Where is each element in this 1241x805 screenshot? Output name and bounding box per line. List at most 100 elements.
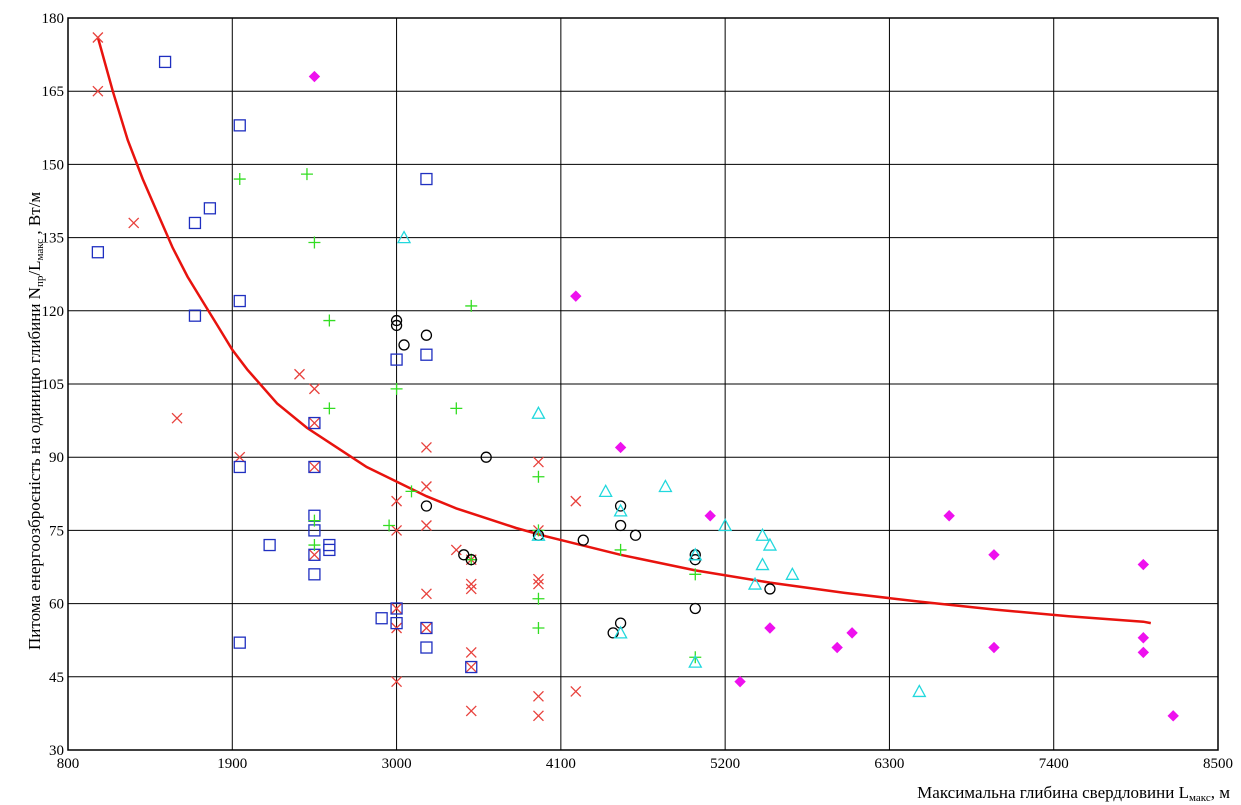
- plus-point: [532, 592, 545, 605]
- triangle-point: [785, 566, 800, 580]
- plus-point: [300, 168, 313, 181]
- y-axis-title-subscript-2: макс: [34, 239, 46, 261]
- plus-point: [308, 236, 321, 249]
- triangle-point: [688, 547, 703, 561]
- cross-point: [420, 481, 432, 492]
- cross-point: [532, 573, 544, 585]
- series-diamond: [308, 70, 1179, 722]
- circle-point: [614, 519, 627, 532]
- diamond-point: [704, 510, 716, 522]
- y-tick-label: 150: [42, 157, 65, 173]
- diamond-point: [734, 675, 746, 688]
- cross-point: [171, 412, 183, 424]
- triangle-point: [762, 537, 778, 551]
- diamond-point: [1137, 646, 1150, 659]
- plus-point: [465, 553, 478, 566]
- plus-point: [323, 402, 336, 415]
- x-tick-label: 5200: [710, 756, 740, 772]
- y-axis-title-main: Питома енергоозброєність на одиницю глиб…: [25, 287, 44, 650]
- cross-point: [420, 441, 432, 453]
- diamond-point: [1137, 558, 1150, 571]
- x-tick-label: 8500: [1203, 756, 1233, 772]
- cross-point: [465, 705, 477, 717]
- square-point: [323, 543, 336, 557]
- circle-point: [629, 529, 642, 541]
- series-cross: [92, 32, 582, 722]
- cross-point: [532, 456, 544, 468]
- square-point: [158, 55, 172, 69]
- square-point: [420, 172, 433, 186]
- triangle-point: [688, 654, 703, 668]
- square-point: [308, 460, 321, 474]
- y-tick-label: 105: [42, 377, 65, 393]
- cross-point: [92, 85, 104, 97]
- cross-point: [420, 622, 432, 634]
- square-point: [233, 294, 246, 308]
- square-point: [375, 612, 388, 625]
- cross-point: [570, 685, 582, 697]
- diamond-point: [988, 641, 1000, 654]
- cross-point: [420, 588, 432, 600]
- cross-point: [532, 710, 544, 722]
- y-axis-title-unit: , Вт/м: [25, 192, 44, 239]
- diamond-point: [1137, 632, 1150, 644]
- square-point: [420, 641, 433, 654]
- y-tick-label: 120: [42, 304, 65, 320]
- square-point: [263, 538, 276, 552]
- x-tick-label: 1900: [217, 756, 247, 772]
- circle-point: [390, 314, 403, 327]
- square-point: [188, 309, 202, 322]
- square-point: [390, 616, 403, 630]
- grid: [67, 17, 1219, 751]
- diamond-point: [1167, 710, 1179, 722]
- cross-point: [308, 417, 320, 429]
- cross-point: [465, 583, 477, 595]
- y-axis-ticks: 30 45 60 75 90 105 120 135 150 165 180: [42, 11, 65, 759]
- cross-point: [465, 578, 477, 590]
- plus-point: [233, 173, 246, 186]
- series-triangle: [396, 230, 927, 698]
- plus-point: [405, 485, 418, 498]
- plus-point: [614, 543, 627, 556]
- cross-point: [420, 520, 432, 531]
- y-tick-label: 45: [49, 670, 64, 686]
- circle-point: [689, 602, 701, 615]
- square-point: [91, 246, 105, 259]
- y-tick-label: 135: [42, 231, 65, 247]
- diamond-point: [570, 290, 582, 302]
- plus-point: [450, 402, 463, 415]
- plus-point: [383, 519, 396, 532]
- diamond-point: [846, 627, 858, 639]
- plus-point: [532, 622, 545, 634]
- y-tick-label: 75: [49, 523, 64, 539]
- square-point: [188, 216, 202, 230]
- diamond-point: [614, 441, 627, 454]
- square-point: [233, 636, 246, 649]
- square-point: [465, 660, 478, 674]
- plus-point: [532, 470, 545, 483]
- plus-point: [308, 539, 321, 552]
- diamond-point: [943, 510, 955, 522]
- square-point: [203, 202, 217, 215]
- circle-point: [614, 500, 627, 512]
- triangle-point: [531, 527, 546, 541]
- x-tick-label: 6300: [874, 756, 904, 772]
- x-tick-label: 3000: [382, 756, 412, 772]
- diamond-point: [764, 622, 776, 634]
- y-tick-label: 30: [49, 743, 64, 759]
- cross-point: [92, 32, 104, 43]
- cross-point: [391, 603, 403, 614]
- circle-point: [420, 329, 433, 341]
- triangle-point: [755, 557, 770, 571]
- x-axis-title-subscript: макс: [1189, 792, 1211, 804]
- circle-point: [480, 451, 492, 463]
- cross-point: [308, 461, 320, 473]
- triangle-point: [598, 484, 613, 498]
- plot-frame: [67, 17, 1219, 751]
- cross-point: [308, 383, 320, 395]
- triangle-point: [718, 518, 733, 532]
- cross-point: [294, 368, 305, 380]
- triangle-point: [531, 405, 546, 419]
- circle-point: [420, 500, 433, 512]
- cross-point: [465, 646, 477, 658]
